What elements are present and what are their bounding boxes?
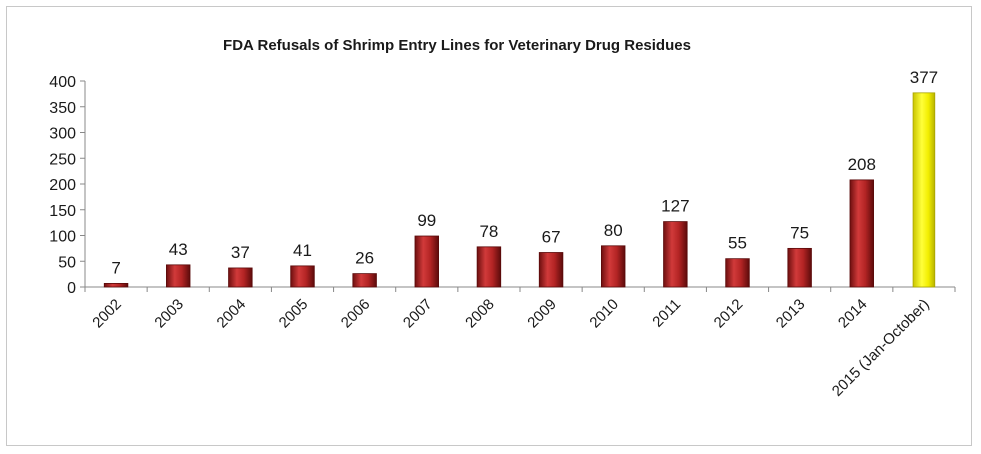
chart-frame: FDA Refusals of Shrimp Entry Lines for V… xyxy=(6,6,972,446)
x-tick-label-2011: 2011 xyxy=(649,296,684,331)
y-tick-label: 350 xyxy=(49,100,76,117)
x-tick-label-2008: 2008 xyxy=(462,296,498,332)
bar-2013 xyxy=(787,247,812,288)
x-tick-label-2012: 2012 xyxy=(711,296,747,332)
data-label-2013: 75 xyxy=(790,223,809,242)
x-tick-label-2006: 2006 xyxy=(338,296,374,332)
y-tick-label: 200 xyxy=(49,177,76,194)
data-labels: 7 43 37 41 26 99 78 67 80 127 55 75 208 377 xyxy=(111,68,938,278)
chart-title: FDA Refusals of Shrimp Entry Lines for V… xyxy=(223,37,691,54)
bar-2008 xyxy=(476,246,502,288)
y-tick-label: 400 xyxy=(49,74,76,91)
bar-2012 xyxy=(725,258,750,288)
data-label-2015: 377 xyxy=(910,68,938,87)
bar-2005 xyxy=(290,265,315,288)
y-tick-label: 150 xyxy=(49,203,76,220)
data-label-2003: 43 xyxy=(169,240,188,259)
data-label-2006: 26 xyxy=(355,249,374,268)
bar-2004 xyxy=(228,267,253,288)
data-label-2012: 55 xyxy=(728,234,747,253)
bar-2015 xyxy=(912,92,936,288)
bar-2003 xyxy=(166,264,191,288)
y-tick-label: 100 xyxy=(49,229,76,246)
x-tick-label-2007: 2007 xyxy=(400,296,436,332)
x-tick-label-2004: 2004 xyxy=(214,296,250,332)
bar-2011 xyxy=(663,221,688,288)
y-tick-label: 250 xyxy=(49,151,76,168)
x-tick-label-2013: 2013 xyxy=(773,296,809,332)
data-label-2004: 37 xyxy=(231,243,250,262)
data-label-2010: 80 xyxy=(604,221,623,240)
data-label-2014: 208 xyxy=(848,155,876,174)
bar-2009 xyxy=(538,252,564,288)
x-tick-label-2009: 2009 xyxy=(524,296,560,332)
x-tick-label-2003: 2003 xyxy=(151,296,187,332)
data-label-2007: 99 xyxy=(417,211,436,230)
data-label-2002: 7 xyxy=(111,258,120,277)
data-label-2008: 78 xyxy=(479,222,498,241)
x-tick-label-2010: 2010 xyxy=(586,296,622,332)
bar-chart: FDA Refusals of Shrimp Entry Lines for V… xyxy=(49,37,956,400)
bars xyxy=(103,92,936,288)
x-tick-labels: 2002 2003 2004 2005 2006 2007 2008 2009 2010 2011… xyxy=(89,296,932,400)
x-tick-label-2005: 2005 xyxy=(276,296,312,332)
bar-2014 xyxy=(849,179,874,288)
bar-2007 xyxy=(414,235,439,288)
data-label-2009: 67 xyxy=(542,227,561,246)
x-tick-label-2014: 2014 xyxy=(835,296,871,332)
bar-2002 xyxy=(103,282,129,288)
data-label-2005: 41 xyxy=(293,241,312,260)
x-tick-label-2002: 2002 xyxy=(89,296,125,332)
y-tick-label: 0 xyxy=(67,280,76,297)
bar-2006 xyxy=(352,273,377,288)
data-label-2011: 127 xyxy=(661,197,689,216)
bar-2010 xyxy=(601,245,626,288)
axes: 0 50 100 150 200 250 300 350 400 xyxy=(49,74,956,297)
y-tick-label: 50 xyxy=(58,254,76,271)
y-tick-label: 300 xyxy=(49,126,76,143)
